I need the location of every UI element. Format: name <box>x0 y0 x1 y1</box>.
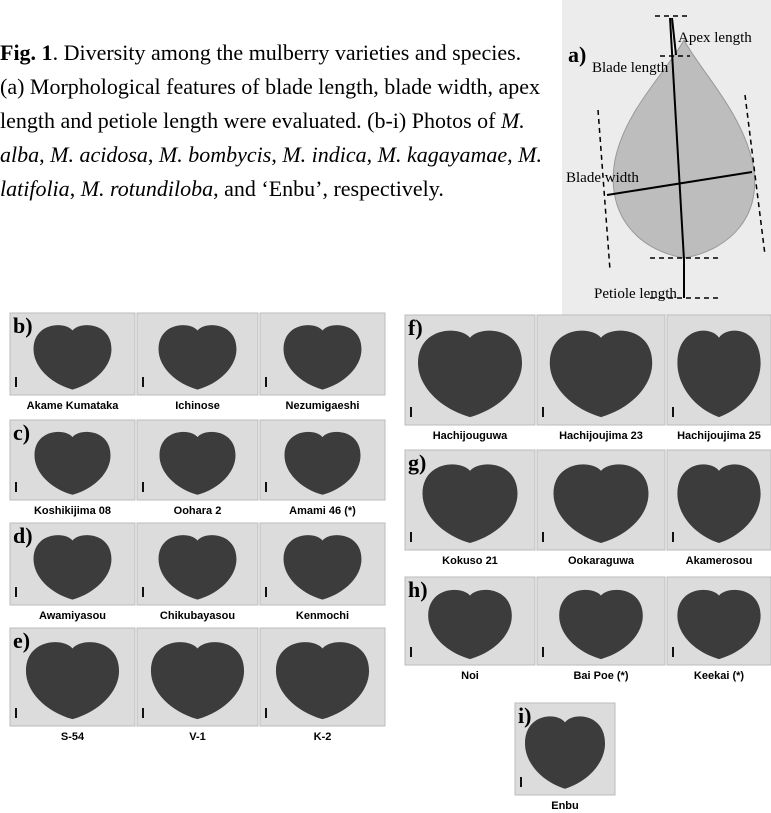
blade-length-label: Blade length <box>592 60 669 76</box>
panel-label: i) <box>518 703 531 728</box>
panel: Kokuso 21 Ookaraguwa Akamerosou g) <box>405 450 771 567</box>
figure: a) Apex length Blade length Blade width … <box>0 0 771 813</box>
variety-name: Amami 46 (*) <box>289 505 356 517</box>
variety-name: Bai Poe (*) <box>573 670 628 682</box>
panel: Awamiyasou Chikubayasou Kenmochi d) <box>10 523 385 622</box>
variety-name: Ichinose <box>175 400 220 412</box>
variety-name: Akame Kumataka <box>27 400 120 412</box>
panel-label: d) <box>13 523 33 548</box>
variety-name: Keekai (*) <box>694 670 744 682</box>
panel: Koshikijima 08 Oohara 2 Amami 46 (*) c) <box>10 420 385 517</box>
panel: Hachijouguwa Hachijoujima 23 Hachijoujima … <box>405 315 771 442</box>
panel-a: a) Apex length Blade length Blade width … <box>562 0 771 315</box>
variety-name: Awamiyasou <box>39 610 106 622</box>
variety-name: Koshikijima 08 <box>34 505 111 517</box>
panel: Akame Kumataka Ichinose Nezumigaeshi b) <box>10 313 385 412</box>
panel-label: g) <box>408 450 426 475</box>
apex-label: Apex length <box>678 30 752 46</box>
variety-name: Hachijoujima 23 <box>559 430 643 442</box>
blade-width-label: Blade width <box>566 170 639 186</box>
variety-name: Ookaraguwa <box>568 555 635 567</box>
page: Fig. 1. Diversity among the mulberry var… <box>0 0 771 813</box>
panel-label: b) <box>13 313 33 338</box>
variety-name: Nezumigaeshi <box>286 400 360 412</box>
panel-label: c) <box>13 420 30 445</box>
variety-name: Akamerosou <box>686 555 753 567</box>
variety-name: Chikubayasou <box>160 610 235 622</box>
petiole-label: Petiole length <box>594 286 677 302</box>
variety-name: V-1 <box>189 731 206 743</box>
variety-name: Kenmochi <box>296 610 349 622</box>
variety-name: Noi <box>461 670 479 682</box>
variety-name: S-54 <box>61 731 85 743</box>
variety-name: Oohara 2 <box>174 505 222 517</box>
variety-name: K-2 <box>314 731 332 743</box>
panel: S-54 V-1 K-2 e) <box>10 628 385 743</box>
variety-name: Enbu <box>551 800 579 812</box>
panel: Enbu i) <box>515 703 615 812</box>
panel: Noi Bai Poe (*) Keekai (*) h) <box>405 577 771 682</box>
variety-name: Hachijoujima 25 <box>677 430 761 442</box>
variety-name: Kokuso 21 <box>442 555 498 567</box>
panel-label: h) <box>408 577 428 602</box>
panel-label: a) <box>568 42 586 67</box>
panel-label: f) <box>408 315 423 340</box>
panel-label: e) <box>13 628 30 653</box>
variety-name: Hachijouguwa <box>433 430 508 442</box>
